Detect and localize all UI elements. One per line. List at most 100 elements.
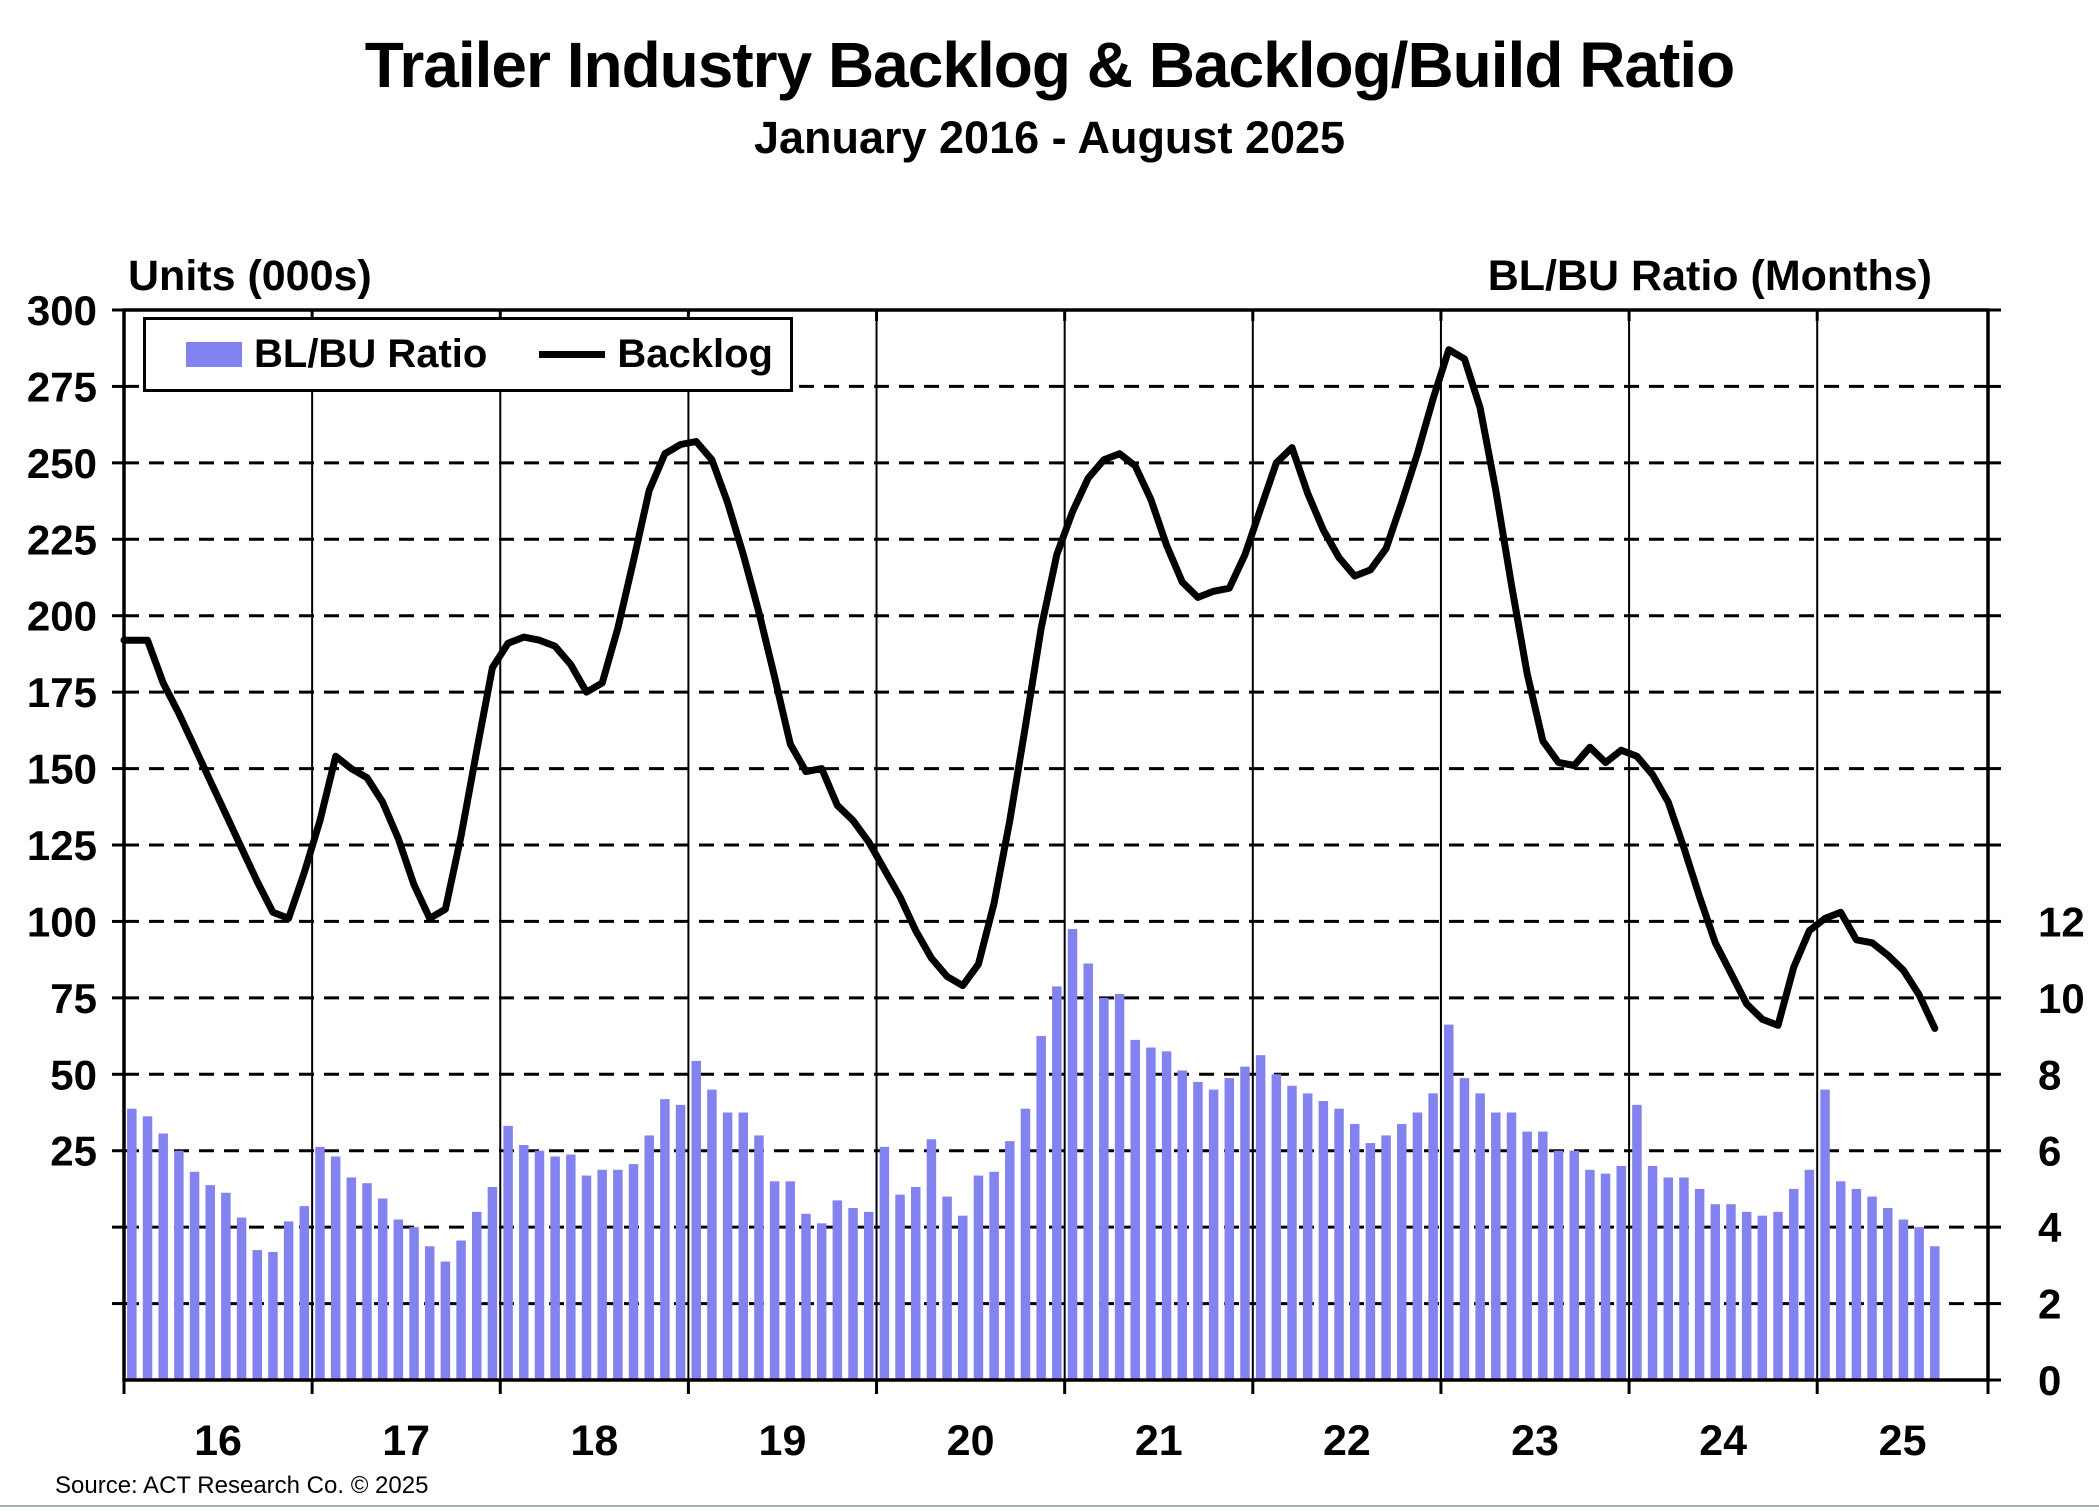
ratio-bar (221, 1192, 231, 1380)
ratio-bar (801, 1213, 811, 1380)
ratio-bar (1569, 1150, 1579, 1380)
ratio-bar (268, 1251, 278, 1380)
right-tick-label: 8 (2038, 1051, 2061, 1098)
ratio-bar (769, 1181, 780, 1380)
ratio-bar (127, 1108, 137, 1380)
ratio-bar (1694, 1188, 1705, 1380)
year-label: 19 (759, 1417, 807, 1465)
ratio-bar (1161, 1051, 1172, 1380)
ratio-bar (1083, 963, 1093, 1380)
ratio-bar (613, 1169, 623, 1380)
left-axis-title: Units (000s) (128, 252, 372, 300)
ratio-bar (534, 1150, 545, 1380)
ratio-bar (989, 1171, 999, 1380)
right-axis-title: BL/BU Ratio (Months) (1487, 252, 1932, 300)
page-title: Trailer Industry Backlog & Backlog/Build… (364, 29, 1735, 101)
left-tick-label: 275 (27, 363, 97, 410)
ratio-bar (973, 1175, 984, 1380)
ratio-bar (895, 1194, 905, 1380)
ratio-bar (1396, 1123, 1407, 1380)
ratio-bar (848, 1208, 858, 1380)
ratio-bar (189, 1171, 200, 1380)
ratio-bar (409, 1227, 419, 1380)
ratio-bar (1224, 1078, 1235, 1380)
ratio-bar (1710, 1204, 1721, 1380)
ratio-bar (691, 1060, 701, 1380)
ratio-bar (1820, 1089, 1830, 1380)
ratio-bar (1287, 1085, 1297, 1380)
ratio-bar (942, 1196, 952, 1380)
ratio-bar (330, 1156, 341, 1380)
ratio-bar (1898, 1219, 1909, 1380)
ratio-bar (566, 1154, 576, 1380)
ratio-bar (1804, 1169, 1815, 1380)
ratio-bar (236, 1217, 247, 1380)
legend: BL/BU Ratio Backlog (143, 317, 793, 392)
right-tick-label: 2 (2038, 1281, 2061, 1328)
ratio-bar (1208, 1089, 1219, 1380)
ratio-bar (1271, 1074, 1282, 1380)
ratio-bar (1381, 1135, 1391, 1380)
right-tick-label: 6 (2038, 1128, 2061, 1175)
ratio-bar (1506, 1112, 1517, 1380)
year-label: 20 (947, 1417, 995, 1465)
ratio-bar (1020, 1108, 1031, 1380)
ratio-bar (1459, 1078, 1470, 1380)
ratio-bar (174, 1150, 184, 1380)
right-tick-label: 4 (2038, 1204, 2062, 1251)
ratio-bar (1318, 1101, 1329, 1380)
ratio-bar (1334, 1108, 1344, 1380)
ratio-bar (1538, 1131, 1548, 1380)
ratio-bar (1005, 1141, 1015, 1380)
ratio-bar (487, 1187, 498, 1380)
ratio-bar (1146, 1047, 1156, 1380)
ratio-bar (1867, 1196, 1877, 1380)
ratio-bar (519, 1144, 529, 1380)
left-tick-label: 200 (27, 593, 97, 640)
ratio-bar (1616, 1166, 1626, 1380)
ratio-bar (1067, 929, 1078, 1380)
ratio-bar (644, 1135, 654, 1380)
ratio-bar (926, 1139, 937, 1380)
ratio-bar (1444, 1024, 1454, 1380)
bar-swatch-icon (186, 342, 242, 367)
ratio-bar (785, 1181, 796, 1380)
ratio-bar (707, 1089, 717, 1380)
ratio-bar (1491, 1112, 1501, 1380)
year-label: 25 (1879, 1417, 1927, 1465)
ratio-bar (1600, 1173, 1611, 1380)
ratio-bar (722, 1112, 733, 1380)
year-label: 24 (1699, 1417, 1747, 1465)
source-note: Source: ACT Research Co. © 2025 (55, 1472, 429, 1499)
ratio-bar (393, 1219, 404, 1380)
year-label: 18 (570, 1417, 618, 1465)
ratio-bar (1835, 1181, 1846, 1380)
ratio-bar (1428, 1093, 1438, 1380)
bottom-edge-divider (0, 1505, 2099, 1507)
ratio-bar (958, 1215, 968, 1380)
ratio-bar (346, 1177, 357, 1380)
left-tick-label: 150 (27, 746, 97, 793)
left-tick-label: 250 (27, 440, 97, 487)
ratio-bar (581, 1175, 592, 1380)
ratio-bar (1114, 994, 1125, 1380)
line-swatch-icon (539, 351, 606, 358)
ratio-bar (1663, 1177, 1674, 1380)
ratio-bar (1036, 1036, 1046, 1380)
ratio-bar (158, 1133, 168, 1380)
ratio-bar (1177, 1070, 1188, 1380)
ratio-bar (142, 1116, 153, 1380)
left-tick-label: 100 (27, 898, 97, 945)
ratio-bar (1412, 1112, 1423, 1380)
right-tick-label: 12 (2038, 898, 2085, 945)
ratio-bar (675, 1104, 686, 1380)
legend-label-backlog: Backlog (617, 332, 773, 376)
year-label: 21 (1135, 1417, 1183, 1465)
ratio-bar (1914, 1227, 1924, 1380)
ratio-bar (1522, 1131, 1532, 1380)
ratio-bar (1365, 1143, 1376, 1380)
ratio-bar (1255, 1055, 1266, 1380)
ratio-bar (832, 1200, 843, 1380)
ratio-bar (550, 1156, 560, 1380)
